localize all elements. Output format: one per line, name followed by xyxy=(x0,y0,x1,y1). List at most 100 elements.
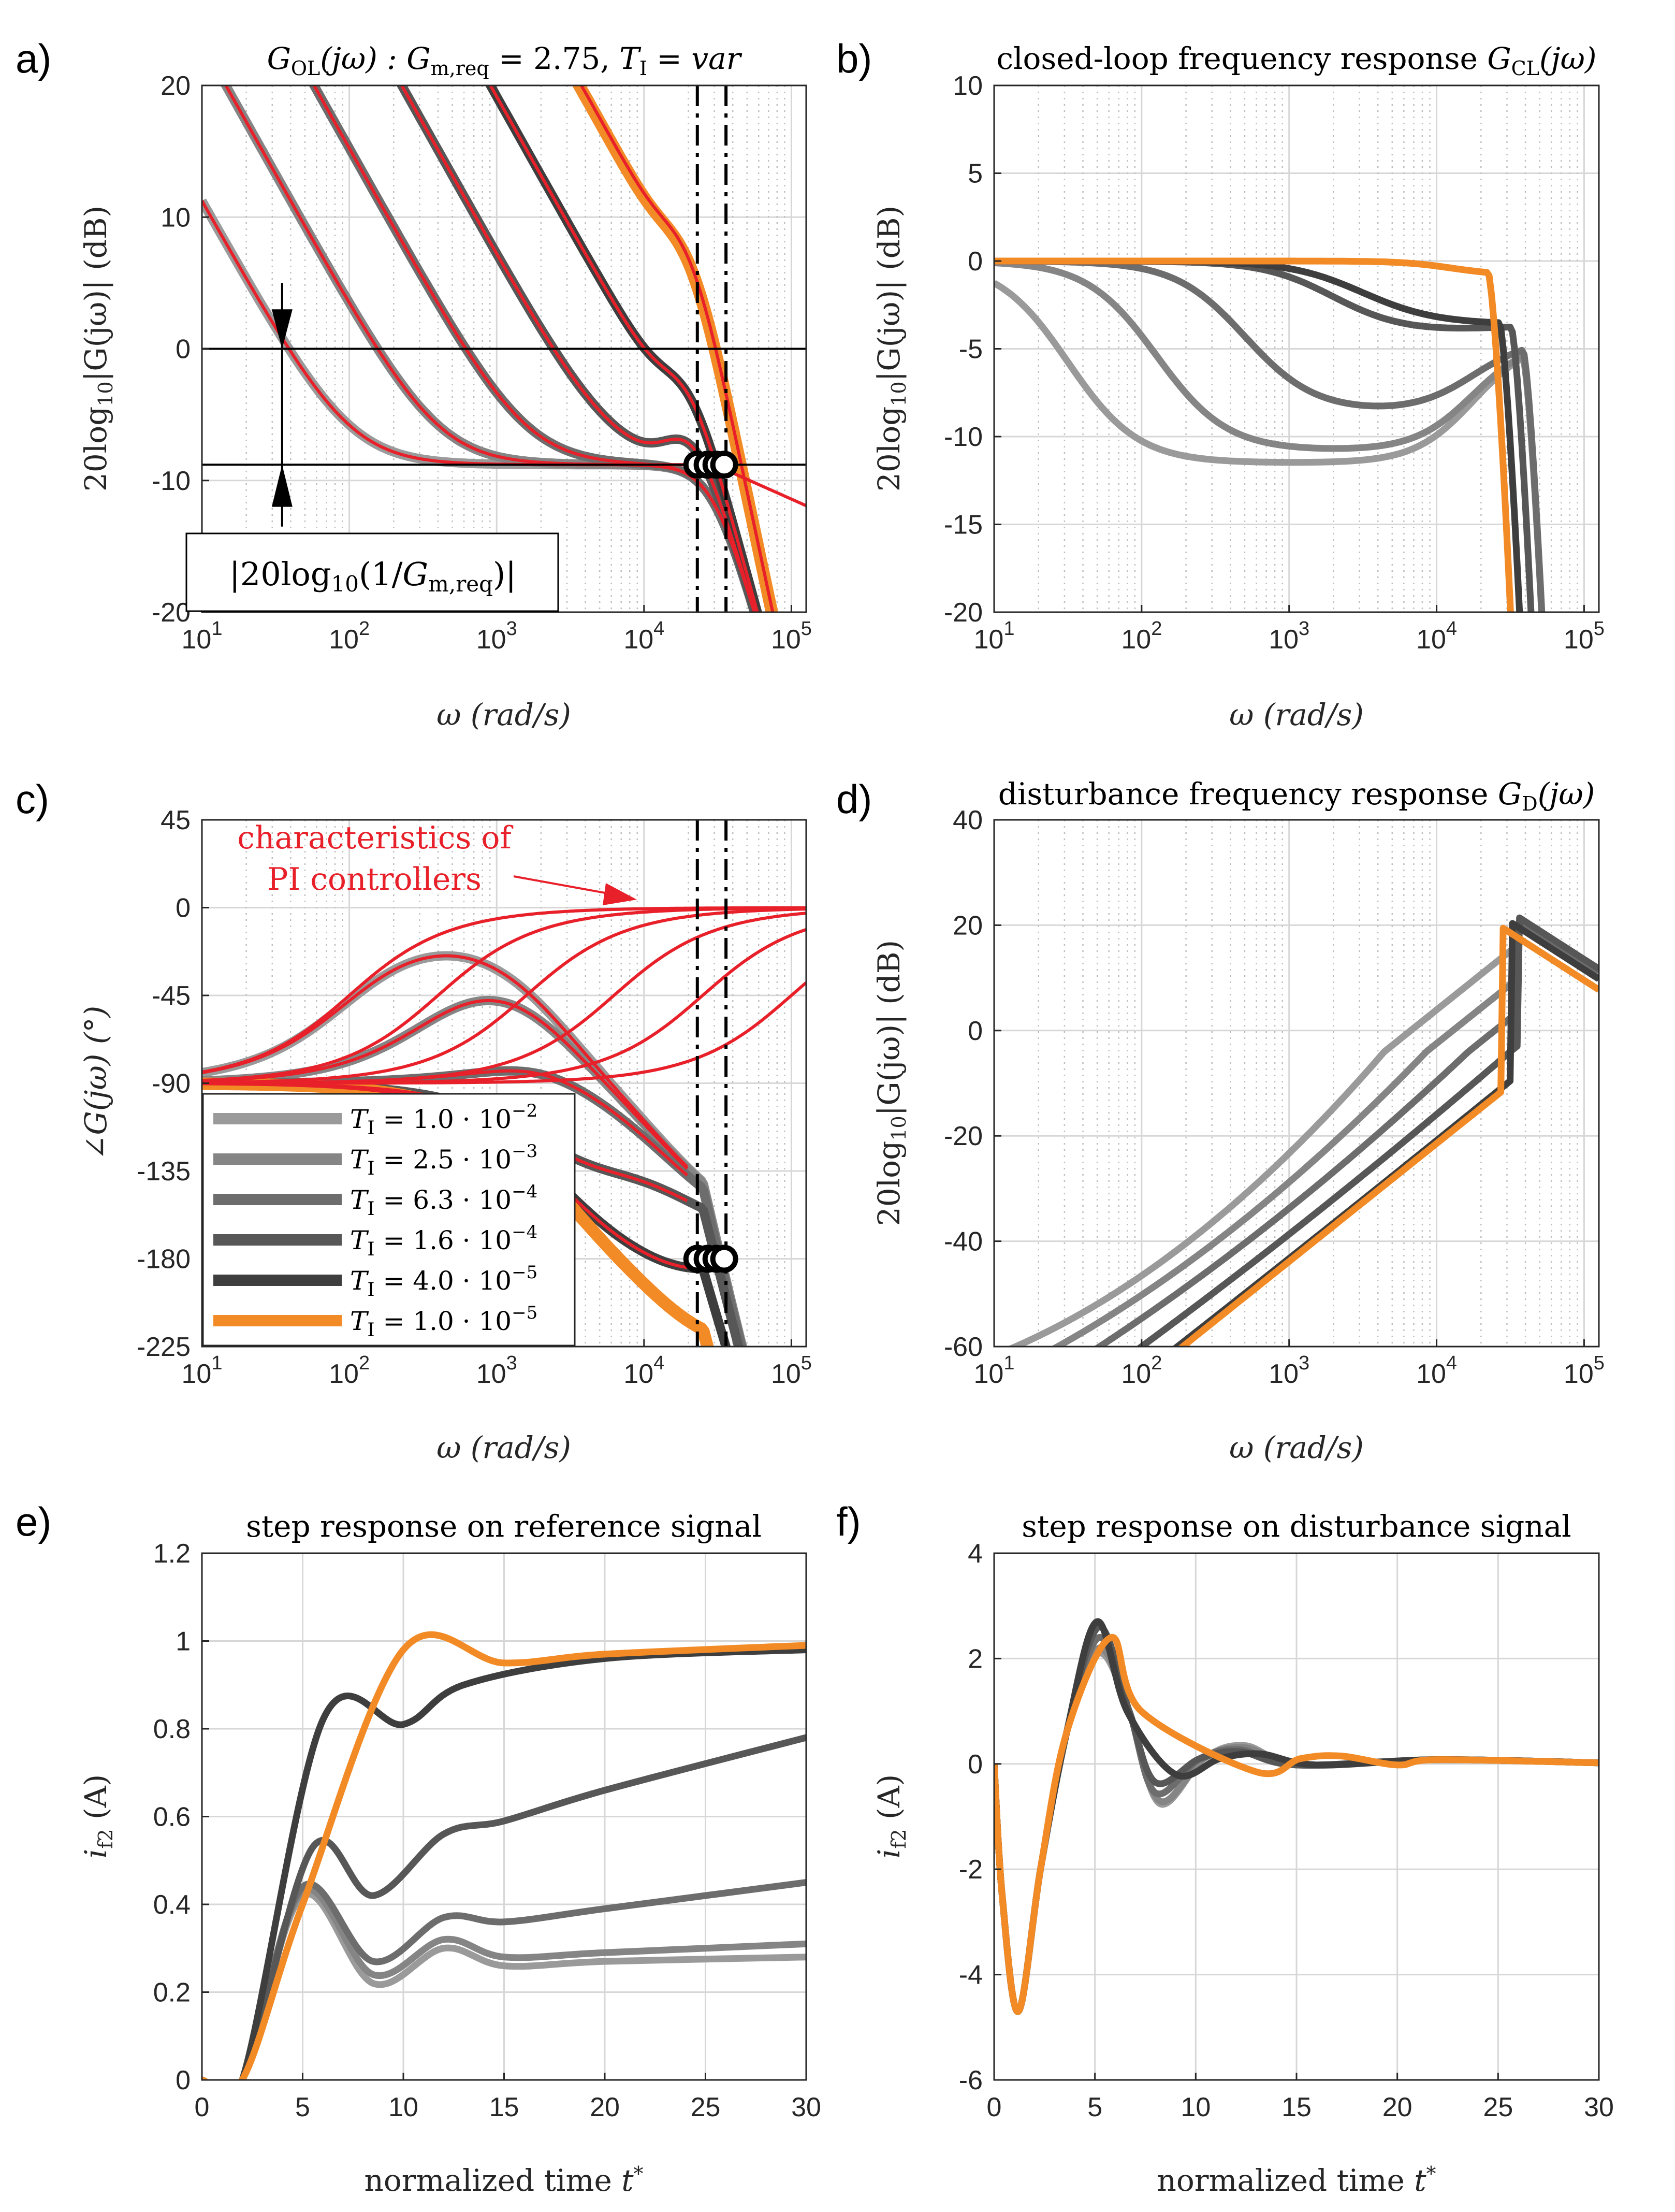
series-f xyxy=(994,1618,1599,2015)
xtick-label-e-0: 0 xyxy=(195,2092,210,2122)
gain-margin-marker-3 xyxy=(710,451,738,479)
xtick-label-d-2: 103 xyxy=(1269,1352,1309,1389)
xtick-label-e-5: 25 xyxy=(691,2092,721,2122)
xlabel-a: ω (rad/s) xyxy=(436,697,571,732)
xtick-label-a-3: 104 xyxy=(623,618,664,655)
ytick-label-c-3: -90 xyxy=(152,1069,191,1099)
xtick-label-a-2: 103 xyxy=(476,618,517,655)
disturbance-step-curve-6 xyxy=(994,1634,1599,2015)
ylabel-e: if2 (A) xyxy=(78,1774,117,1858)
ytick-label-b-2: -10 xyxy=(944,422,983,452)
legend-label-1: TI = 1.0 · 10−2 xyxy=(350,1101,537,1139)
ylabel-d: 20log10|G(jω)| (dB) xyxy=(871,940,910,1226)
legend: TI = 1.0 · 10−2 TI = 2.5 · 10−3 TI = 6.3… xyxy=(202,1093,576,1347)
ytick-label-c-1: -180 xyxy=(137,1245,191,1275)
ylabel-f: if2 (A) xyxy=(871,1774,910,1858)
gain-margin-label: |20log10(1/Gm,req)| xyxy=(229,555,516,597)
series-c xyxy=(202,906,806,1347)
xtick-label-c-4: 105 xyxy=(771,1352,812,1389)
xtick-label-f-2: 10 xyxy=(1181,2092,1211,2122)
ytick-label-c-0: -225 xyxy=(137,1332,191,1362)
legend-label-6: TI = 1.0 · 10−5 xyxy=(350,1303,537,1341)
ytick-label-f-4: 2 xyxy=(968,1644,983,1674)
ylabel-a: 20log10|G(jω)| (dB) xyxy=(78,206,117,491)
ytick-label-b-6: 10 xyxy=(953,71,983,101)
xtick-label-f-1: 5 xyxy=(1087,2092,1102,2122)
ytick-label-e-4: 0.8 xyxy=(153,1714,191,1744)
disturbance-curve-2 xyxy=(1051,917,1599,1347)
xtick-label-b-2: 103 xyxy=(1269,618,1309,655)
xtick-label-f-6: 30 xyxy=(1584,2092,1614,2122)
ytick-label-f-0: -6 xyxy=(959,2065,983,2095)
series-a xyxy=(202,85,806,612)
pi-controller-curve-a-5 xyxy=(488,85,759,612)
gain-margin-box xyxy=(185,532,559,612)
closed-loop-curve-6 xyxy=(994,257,1514,612)
ytick-label-d-0: -60 xyxy=(944,1332,983,1362)
xtick-label-f-4: 20 xyxy=(1382,2092,1412,2122)
legend-entry-2: TI = 2.5 · 10−3 xyxy=(213,1141,537,1179)
xtick-label-f-3: 15 xyxy=(1281,2092,1312,2122)
xtick-label-a-0: 101 xyxy=(182,618,223,655)
legend-label-2: TI = 2.5 · 10−3 xyxy=(350,1141,537,1179)
legend-entry-3: TI = 6.3 · 10−4 xyxy=(213,1181,537,1220)
pi-product-curve-c-1 xyxy=(202,954,689,1168)
axes-f: 0 5 10 15 20 25 30 -6 -4 -2 0 2 4 xyxy=(959,1539,1614,2122)
ytick-label-e-6: 1.2 xyxy=(153,1539,191,1569)
ytick-label-c-5: 0 xyxy=(176,893,191,923)
pi-controller-curve-c-1 xyxy=(202,906,806,1074)
title-f: step response on disturbance signal xyxy=(1022,1509,1571,1544)
legend-entry-1: TI = 1.0 · 10−2 xyxy=(213,1101,537,1139)
disturbance-curve-4 xyxy=(1135,914,1599,1347)
pi-annotation-line2: PI controllers xyxy=(267,861,482,898)
xtick-label-e-1: 5 xyxy=(295,2092,310,2122)
ytick-label-b-1: -15 xyxy=(944,510,983,540)
axes-d: 101 102 103 104 105 -60 -40 -20 0 20 40 xyxy=(944,805,1605,1389)
open-loop-curve-2 xyxy=(220,85,760,612)
ytick-label-a-4: 20 xyxy=(161,71,191,101)
axes-c: 101 102 103 104 105 -225 -180 -135 -90 -45 0 45 xyxy=(137,805,812,1389)
grid-d xyxy=(993,819,1599,1348)
ytick-label-a-3: 10 xyxy=(161,203,191,233)
pi-controller-curve-a-2 xyxy=(224,85,756,612)
legend-box xyxy=(202,1093,576,1347)
xtick-label-b-1: 102 xyxy=(1121,618,1162,655)
legend-label-4: TI = 1.6 · 10−4 xyxy=(350,1222,537,1260)
panel-e-label: e) xyxy=(16,1499,51,1544)
ytick-label-b-3: -5 xyxy=(959,335,983,365)
ytick-label-e-0: 0 xyxy=(176,2065,191,2095)
xtick-label-b-3: 104 xyxy=(1416,618,1457,655)
axes-e: 0 5 10 15 20 25 30 0 0.2 0.4 0.6 0.8 1 1.2 xyxy=(153,1539,821,2122)
ytick-label-f-3: 0 xyxy=(968,1750,983,1780)
ytick-label-e-2: 0.4 xyxy=(153,1890,191,1920)
xtick-label-d-4: 105 xyxy=(1564,1352,1605,1389)
ytick-label-e-5: 1 xyxy=(176,1627,191,1657)
pi-annotation-arrowhead xyxy=(603,883,637,905)
pi-controller-curve-a-3 xyxy=(312,85,756,612)
xtick-label-c-2: 103 xyxy=(476,1352,517,1389)
xlabel-c: ω (rad/s) xyxy=(436,1430,571,1465)
ytick-label-d-2: -20 xyxy=(944,1121,983,1151)
panel-c-label: c) xyxy=(16,776,49,822)
xtick-label-a-1: 102 xyxy=(329,618,370,655)
ytick-label-d-1: -40 xyxy=(944,1227,983,1257)
axes-a: 101 102 103 104 105 -20 -10 0 10 20 xyxy=(152,71,812,655)
ytick-label-d-4: 20 xyxy=(953,910,983,941)
disturbance-curve-5 xyxy=(1172,920,1599,1347)
ytick-label-c-2: -135 xyxy=(137,1156,191,1187)
pi-product-curve-c-2 xyxy=(202,999,689,1170)
ytick-label-f-5: 4 xyxy=(968,1539,983,1569)
ytick-label-c-6: 45 xyxy=(161,805,191,835)
ytick-label-f-2: -2 xyxy=(959,1855,983,1885)
panel-a-label: a) xyxy=(16,36,51,81)
xtick-label-f-5: 25 xyxy=(1483,2092,1513,2122)
ytick-label-b-0: -20 xyxy=(944,598,983,628)
axes-b: 101 102 103 104 105 -20 -15 -10 -5 0 5 10 xyxy=(944,71,1605,655)
phase-margin-marker-3 xyxy=(710,1245,738,1273)
xtick-label-f-0: 0 xyxy=(987,2092,1002,2122)
ytick-label-d-5: 40 xyxy=(953,805,983,835)
xlabel-b: ω (rad/s) xyxy=(1229,697,1364,732)
ytick-label-a-2: 0 xyxy=(176,335,191,365)
overlay-c xyxy=(683,820,738,1347)
ylabel-b: 20log10|G(jω)| (dB) xyxy=(871,206,910,491)
